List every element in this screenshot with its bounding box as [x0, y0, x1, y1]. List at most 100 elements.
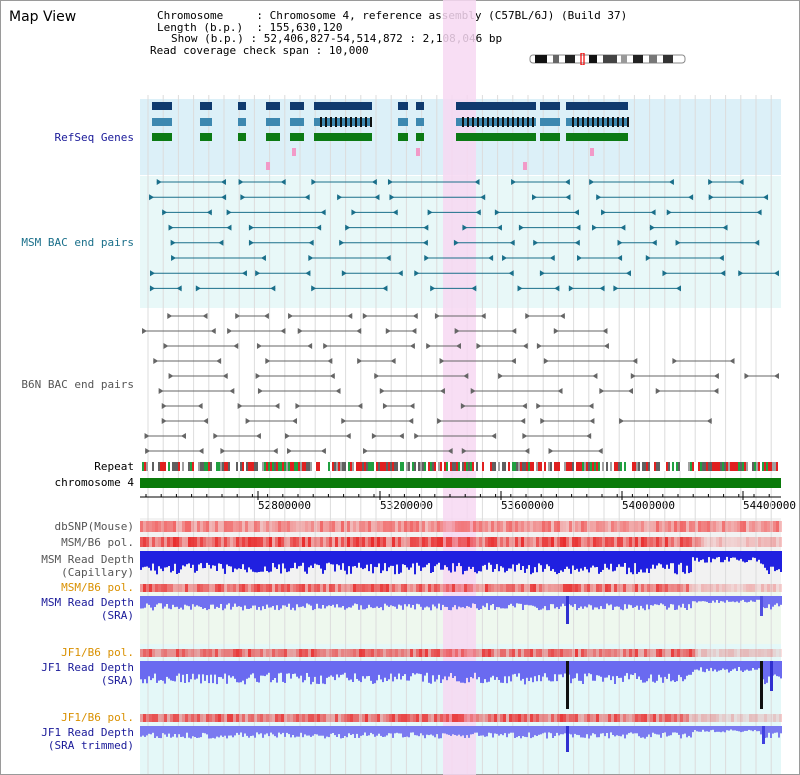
depth-bin [352, 596, 354, 606]
heat-bin [185, 521, 188, 532]
depth-bin [250, 661, 252, 675]
heat-bin [299, 537, 302, 547]
repeat-bin [718, 462, 720, 471]
track-label-repeat: Repeat [94, 460, 134, 473]
repeat-bin [400, 462, 402, 471]
depth-bin [284, 726, 286, 737]
repeat-bin [226, 462, 228, 471]
depth-bin [490, 551, 492, 565]
heat-bin [719, 584, 722, 592]
heat-bin [200, 714, 203, 722]
heat-bin [365, 714, 368, 722]
depth-bin [232, 726, 234, 738]
bac-end-marker [601, 209, 607, 216]
repeat-bin [764, 462, 766, 471]
heat-bin [359, 649, 362, 657]
repeat-bin [404, 462, 406, 471]
repeat-bin [380, 462, 382, 471]
depth-bin [160, 551, 162, 569]
depth-bin [416, 661, 418, 674]
depth-bin [496, 551, 498, 565]
repeat-bin [164, 462, 166, 471]
heat-bin [704, 584, 707, 592]
heat-bin [236, 649, 239, 657]
bac-end-marker [206, 209, 212, 216]
depth-bin [388, 661, 390, 680]
depth-bin [532, 726, 534, 738]
bac-end-marker [248, 239, 254, 246]
depth-bin [772, 551, 774, 567]
depth-bin [774, 726, 776, 733]
bac-end-marker [347, 313, 353, 319]
depth-bin [470, 726, 472, 735]
depth-bin [462, 551, 464, 575]
depth-bin [780, 551, 782, 572]
depth-bin [336, 726, 338, 737]
depth-bin [440, 726, 442, 739]
heat-bin [188, 521, 191, 532]
bac-end-marker [511, 328, 517, 334]
depth-bin [184, 551, 186, 567]
heat-bin [653, 714, 656, 722]
depth-bin [216, 661, 218, 685]
heat-bin [521, 521, 524, 532]
heat-bin [374, 537, 377, 547]
heat-bin [206, 584, 209, 592]
heat-bin [209, 521, 212, 532]
chromosome-ideogram[interactable] [529, 53, 687, 65]
bac-end-marker [602, 328, 608, 334]
heat-bin [302, 584, 305, 592]
depth-spike [762, 726, 765, 744]
depth-bin [152, 726, 154, 733]
depth-bin [514, 726, 516, 738]
heat-bin [605, 649, 608, 657]
heat-bin [311, 714, 314, 722]
heat-bin [632, 521, 635, 532]
depth-bin [152, 551, 154, 564]
bac-end-marker [363, 448, 369, 454]
heat-bin [602, 649, 605, 657]
depth-bin [640, 596, 642, 606]
depth-bin [288, 726, 290, 735]
heat-bin [506, 521, 509, 532]
gene-block [238, 118, 246, 126]
repeat-bin [768, 462, 770, 471]
depth-bin [202, 661, 204, 675]
msm-depth-sra-line2: (SRA) [100, 609, 134, 622]
depth-bin [754, 726, 756, 730]
heat-bin [524, 537, 527, 547]
heat-bin [383, 714, 386, 722]
gene-block [416, 133, 424, 141]
depth-bin [282, 596, 284, 606]
depth-bin [412, 551, 414, 564]
depth-bin [212, 661, 214, 684]
heat-bin [218, 714, 221, 722]
heat-bin [260, 537, 263, 547]
depth-bin [442, 726, 444, 734]
depth-bin [656, 551, 658, 566]
heat-bin [686, 714, 689, 722]
depth-bin [626, 551, 628, 575]
heat-bin [470, 714, 473, 722]
bac-end-marker [548, 448, 554, 454]
depth-bin [288, 596, 290, 604]
bac-end-marker [720, 270, 726, 277]
heat-bin [233, 649, 236, 657]
heat-bin [725, 537, 728, 547]
heat-bin [173, 714, 176, 722]
heat-bin [236, 537, 239, 547]
heat-bin [413, 649, 416, 657]
depth-bin [302, 551, 304, 563]
heat-bin [554, 584, 557, 592]
heat-bin [497, 714, 500, 722]
heat-bin [539, 521, 542, 532]
depth-bin [202, 726, 204, 733]
heat-bin [422, 537, 425, 547]
depth-bin [208, 661, 210, 684]
heat-bin [677, 537, 680, 547]
heat-bin [428, 649, 431, 657]
heat-bin [530, 521, 533, 532]
depth-bin [490, 661, 492, 678]
depth-bin [646, 551, 648, 569]
